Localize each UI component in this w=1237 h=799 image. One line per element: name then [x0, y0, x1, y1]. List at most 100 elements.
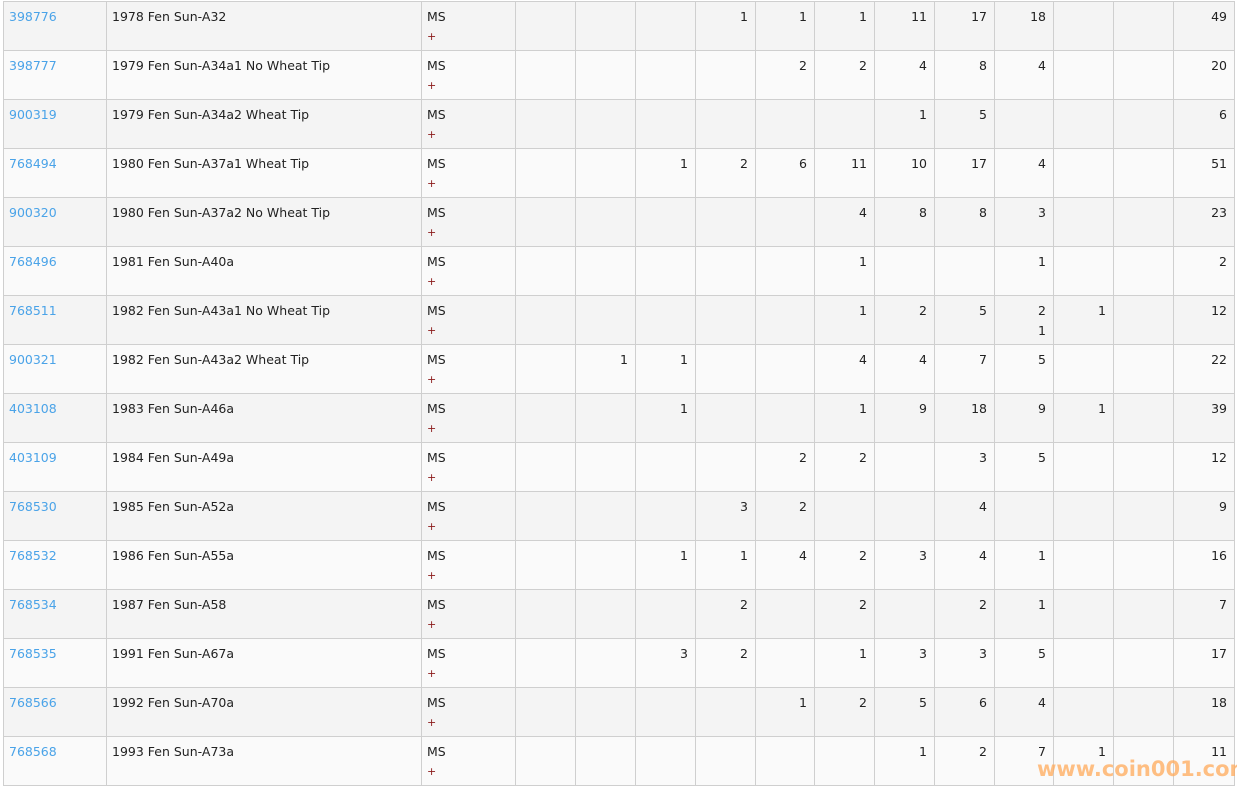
plus-count	[1114, 174, 1173, 194]
grade-count	[756, 590, 814, 615]
coin-id-link[interactable]: 403109	[9, 450, 57, 465]
total-cell: 22	[1173, 344, 1235, 394]
grade-count: 10	[911, 156, 927, 171]
plus-count	[995, 419, 1053, 439]
grade-count-cell	[814, 99, 875, 149]
grade-count	[576, 198, 635, 223]
plus-label: +	[427, 422, 437, 435]
grade-type-cell: MS +	[421, 295, 516, 345]
plus-count	[1114, 419, 1173, 439]
plus-count	[935, 321, 994, 341]
grade-count	[1054, 51, 1113, 76]
grade-count-cell	[1113, 491, 1174, 541]
coin-name: 1979 Fen Sun-A34a2 Wheat Tip	[112, 107, 310, 122]
coin-id-link[interactable]: 398777	[9, 58, 57, 73]
coin-id-link[interactable]: 768535	[9, 646, 57, 661]
grade-count-cell	[1113, 393, 1174, 443]
plus-label: +	[427, 667, 437, 680]
grade-count-cell	[635, 295, 696, 345]
grade-type-cell: MS +	[421, 1, 516, 51]
coin-id-link[interactable]: 768534	[9, 597, 57, 612]
plus-count	[1114, 27, 1173, 47]
grade-count-cell	[814, 491, 875, 541]
grade-count-cell	[575, 295, 636, 345]
grade-count: 8	[919, 205, 927, 220]
coin-name-cell: 1980 Fen Sun-A37a1 Wheat Tip	[106, 148, 422, 198]
grade-count-cell	[515, 1, 576, 51]
grade-count: 1	[859, 303, 867, 318]
grade-count	[696, 100, 755, 125]
table-row: 768568 1993 Fen Sun-A73a MS +1 2 7 1 11	[3, 736, 1235, 786]
grade-count	[516, 198, 575, 223]
plus-label: +	[427, 765, 437, 778]
plus-count	[1054, 664, 1113, 684]
grade-count-cell	[1113, 736, 1174, 786]
coin-id-link[interactable]: 768568	[9, 744, 57, 759]
grade-count: 1	[680, 401, 688, 416]
grade-count-cell	[1053, 589, 1114, 639]
plus-count	[875, 174, 934, 194]
grade-count-cell	[695, 442, 756, 492]
grade-count: 1	[1038, 254, 1046, 269]
grade-count	[516, 51, 575, 76]
grade-count	[696, 688, 755, 713]
grade-count-cell: 8	[874, 197, 935, 247]
plus-count	[875, 517, 934, 537]
coin-id-link[interactable]: 900320	[9, 205, 57, 220]
coin-id-link[interactable]: 768532	[9, 548, 57, 563]
plus-count	[636, 125, 695, 145]
total-count: 17	[1211, 646, 1227, 661]
coin-name: 1987 Fen Sun-A58	[112, 597, 227, 612]
coin-id-link[interactable]: 900321	[9, 352, 57, 367]
grade-count	[1054, 100, 1113, 125]
plus-count	[935, 419, 994, 439]
grade-count: 8	[979, 58, 987, 73]
grade-count-cell	[635, 246, 696, 296]
coin-id-link[interactable]: 768566	[9, 695, 57, 710]
grade-count-cell	[575, 491, 636, 541]
total-count: 7	[1219, 597, 1227, 612]
plus-count	[815, 272, 874, 292]
plus-count	[576, 419, 635, 439]
coin-id-link[interactable]: 768511	[9, 303, 57, 318]
plus-count	[935, 468, 994, 488]
plus-count	[516, 125, 575, 145]
coin-id-link[interactable]: 398776	[9, 9, 57, 24]
plus-count	[1054, 713, 1113, 733]
grade-count: 2	[740, 597, 748, 612]
cert-id-cell: 900319	[3, 99, 107, 149]
grade-count-cell	[1053, 99, 1114, 149]
grade-count	[756, 198, 814, 223]
grade-count-cell: 5	[934, 99, 995, 149]
grade-count	[1054, 541, 1113, 566]
grade-count	[875, 443, 934, 468]
plus-count	[935, 664, 994, 684]
plus-count	[1054, 321, 1113, 341]
total-cell: 9	[1173, 491, 1235, 541]
plus-count	[1114, 713, 1173, 733]
grade-count	[576, 492, 635, 517]
table-row: 403108 1983 Fen Sun-A46a MS +1 1 9 18 9 1 39	[3, 393, 1235, 443]
grade-count-cell	[1113, 540, 1174, 590]
plus-count	[815, 762, 874, 782]
plus-count	[696, 76, 755, 96]
grade-count-cell	[575, 1, 636, 51]
grade-count	[1114, 688, 1173, 713]
coin-id-link[interactable]: 900319	[9, 107, 57, 122]
coin-id-link[interactable]: 403108	[9, 401, 57, 416]
grade-count-cell	[635, 197, 696, 247]
grade-count-cell	[755, 197, 815, 247]
grade-count: 1	[620, 352, 628, 367]
coin-id-link[interactable]: 768494	[9, 156, 57, 171]
grade-type-cell: MS +	[421, 148, 516, 198]
coin-id-link[interactable]: 768530	[9, 499, 57, 514]
plus-count	[576, 125, 635, 145]
total-count: 20	[1211, 58, 1227, 73]
plus-count	[935, 762, 994, 782]
grade-count-cell	[755, 736, 815, 786]
cert-id-cell: 900320	[3, 197, 107, 247]
coin-id-link[interactable]: 768496	[9, 254, 57, 269]
grade-count-cell	[575, 736, 636, 786]
grade-count-cell	[695, 344, 756, 394]
coin-name-cell: 1983 Fen Sun-A46a	[106, 393, 422, 443]
